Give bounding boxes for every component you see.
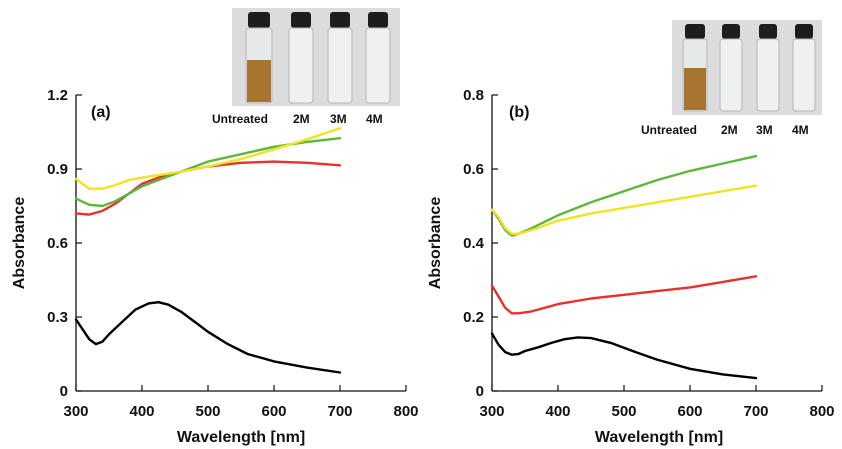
panel-a-series-line-4m (74, 127, 342, 190)
panel-a-vial-3m (327, 12, 353, 104)
panel-a-y-tick-label: 0.9 (47, 161, 68, 178)
panel-b-x-tick-label: 700 (743, 403, 768, 420)
panel-b-vial-untreated (682, 24, 708, 112)
panel-b-series-line-untreated (490, 332, 758, 380)
panel-a-vial-4m (365, 12, 391, 104)
panel-b-y-tick-label: 0.2 (463, 309, 484, 326)
panel-b-x-axis-label: Wavelength [nm] (595, 429, 723, 446)
panel-b-y-tick-label: 0.8 (463, 87, 484, 104)
panel-b-y-tick-label: 0 (476, 383, 484, 400)
panel-a-vial-untreated (245, 12, 273, 104)
panel-a-photo-inset (232, 8, 400, 106)
panel-a-y-tick-label: 0.3 (47, 309, 68, 326)
panel-b-vial-label-4m: 4M (792, 123, 809, 137)
panel-b-x-tick-label: 500 (611, 403, 636, 420)
panel-a-series-line-3m (74, 136, 342, 208)
panel-a-x-ticks: 300 400 500 600 700 800 (63, 385, 419, 420)
panel-b-series (490, 154, 758, 380)
panel-a-y-ticks: 0 0.3 0.6 0.9 1.2 (47, 87, 82, 400)
panel-a-y-axis-label: Absorbance (11, 197, 28, 290)
panel-b-x-tick-label: 300 (479, 403, 504, 420)
panel-b-y-ticks: 0 0.2 0.4 0.6 0.8 (463, 87, 498, 400)
panel-a-x-tick-label: 800 (393, 403, 418, 420)
panel-b-x-tick-label: 400 (545, 403, 570, 420)
panel-b-x-ticks: 300 400 500 600 700 800 (479, 385, 835, 420)
panel-a-x-tick-label: 300 (63, 403, 88, 420)
panel-b-y-axis-label: Absorbance (427, 197, 444, 290)
panel-b-x-tick-label: 600 (677, 403, 702, 420)
panel-b-photo-inset (672, 20, 822, 115)
panel-b-vial-label-3m: 3M (756, 123, 773, 137)
panel-a-vial-2m (288, 12, 314, 104)
panel-a: Untreated 2M 3M 4M (a) 300 400 500 600 700 80… (11, 8, 419, 446)
panel-a-axes-frame (75, 95, 406, 392)
panel-a-vial-label-4m: 4M (366, 112, 383, 126)
panel-b-vial-4m (792, 24, 816, 112)
panel-a-y-tick-label: 1.2 (47, 87, 68, 104)
panel-b-label: (b) (509, 104, 529, 121)
panel-a-x-tick-label: 400 (129, 403, 154, 420)
panel-a-y-tick-label: 0 (60, 383, 68, 400)
panel-b-series-line-3m (490, 154, 758, 237)
panel-a-x-tick-label: 600 (261, 403, 286, 420)
panel-a-series (74, 127, 342, 374)
panel-a-series-line-untreated (74, 301, 342, 374)
panel-a-x-axis-label: Wavelength [nm] (177, 429, 305, 446)
panel-b-series-line-4m (490, 184, 758, 236)
panel-a-x-tick-label: 700 (327, 403, 352, 420)
panel-b-vial-label-untreated: Untreated (641, 123, 697, 137)
panel-b-series-line-2m (490, 275, 758, 315)
panel-b-vial-label-2m: 2M (721, 123, 738, 137)
panel-a-vial-label-3m: 3M (330, 112, 347, 126)
panel-b-y-tick-label: 0.6 (463, 161, 484, 178)
panel-b-x-tick-label: 800 (809, 403, 834, 420)
panel-a-x-tick-label: 500 (195, 403, 220, 420)
panel-a-vial-label-untreated: Untreated (212, 112, 268, 126)
panel-b-vial-3m (756, 24, 780, 112)
panel-b-y-tick-label: 0.4 (463, 235, 485, 252)
panel-b-vial-2m (719, 24, 743, 112)
panel-b: Untreated 2M 3M 4M (b) 300 400 500 600 700 80… (427, 20, 835, 446)
panel-a-series-line-2m (74, 160, 342, 216)
panel-a-y-tick-label: 0.6 (47, 235, 68, 252)
panel-a-label: (a) (91, 104, 111, 121)
panel-a-vial-label-2m: 2M (293, 112, 310, 126)
